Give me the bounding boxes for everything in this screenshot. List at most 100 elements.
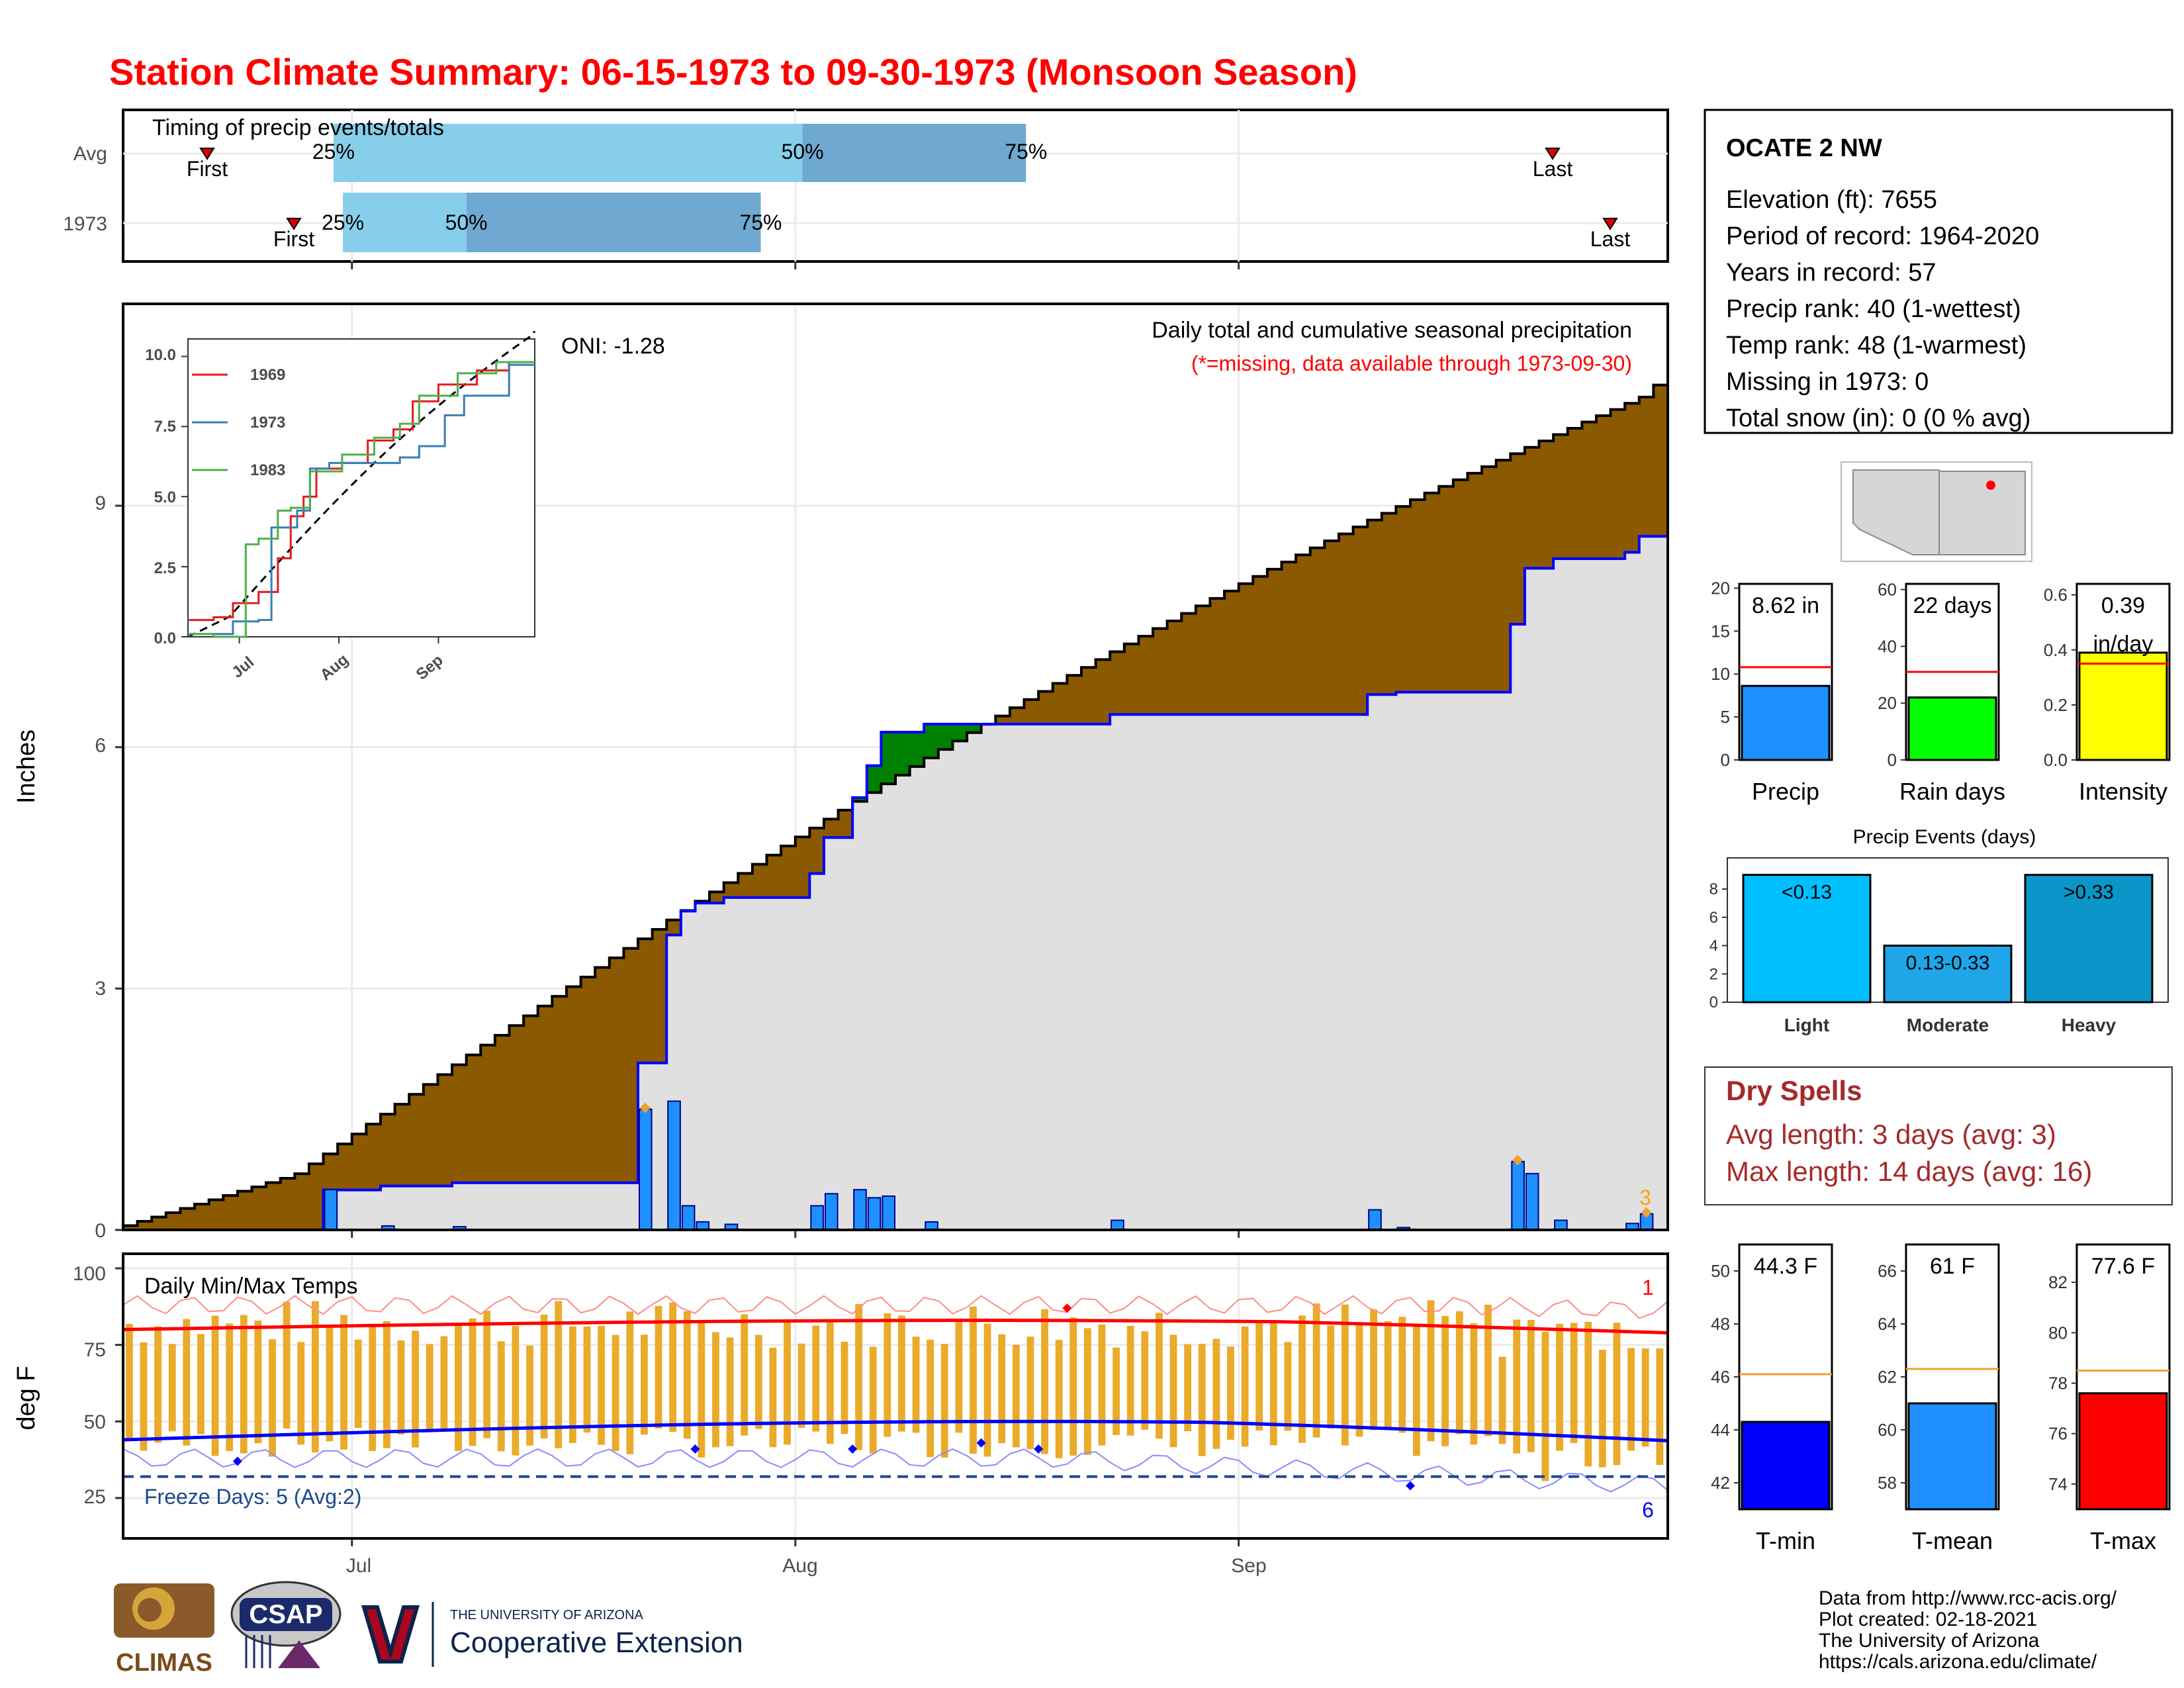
timing-p75-0: 75% [1005,140,1047,164]
csap-lines [245,1635,271,1668]
precip-caption: Daily total and cumulative seasonal prec… [1152,318,1632,343]
station-line-2: Period of record: 1964-2020 [1726,222,2039,250]
precip-diff-69 [1110,651,1125,715]
precip-diff-5 [195,1204,210,1230]
temp-bar-28 [526,1345,533,1446]
precip-gray-97 [1510,624,1525,1230]
precip-diff-15 [338,1144,353,1190]
events-bar-label-0: <0.13 [1782,882,1832,904]
temp-bar-10 [269,1339,276,1457]
timing-p25-1: 25% [322,211,364,234]
temp-bar-30 [555,1301,563,1448]
record-min-marker-1 [690,1444,700,1454]
precip-diff-42 [723,882,739,898]
precip-gray-96 [1496,692,1511,1230]
precip-diff-95 [1482,466,1497,692]
mini-tmean-ticklabel-3: 64 [1878,1314,1897,1334]
precip-gray-105 [1625,552,1640,1230]
temp-bar-95 [1484,1304,1492,1436]
precip-diff-53 [881,731,896,784]
temp-bar-24 [469,1318,477,1446]
precip-diff-88 [1381,513,1396,695]
precip-diff-21 [423,1084,439,1186]
precip-gray-98 [1524,568,1540,1230]
temp-bar-31 [569,1326,576,1443]
temp-bar-50 [841,1342,848,1434]
station-line-1: Elevation (ft): 7655 [1726,186,1937,214]
mini-intensity-bar [2078,651,2168,761]
record-min-marker-3 [976,1438,986,1448]
precip-panel: 0 3 6 9 Inches ONI: -1.28 Daily total an… [13,303,1669,1242]
daily-bar-1973-07-23 [667,1100,681,1231]
precip-diff-81 [1281,562,1297,715]
precip-gray-66 [1067,724,1082,1230]
temp-bar-49 [826,1319,834,1444]
temp-bar-76 [1212,1338,1220,1449]
precip-diff-1 [137,1221,152,1230]
precip-gray-93 [1453,692,1469,1230]
temp-bar-41 [712,1332,719,1448]
timing-p50-0: 50% [781,140,823,164]
inset-ytick-2.5: 2.5 [154,559,176,577]
mini-tmin-ticklabel-3: 48 [1711,1314,1730,1334]
inset-ytick-10: 10.0 [145,346,176,364]
inset-line-1983 [188,361,535,638]
precip-gray-64 [1038,724,1054,1230]
record-min-line [122,1448,1668,1493]
temp-bar-89 [1398,1317,1406,1433]
mini-tmean-bar [1907,1402,1997,1511]
events-bar-label-2: >0.33 [2064,882,2114,904]
temp-bar-3 [168,1344,176,1432]
precip-events-chart: Precip Events (days) 0 2 4 6 8 <0.13 Light 0.13… [1709,826,2169,1035]
temp-bar-16 [354,1339,362,1429]
inset-line-1973 [188,363,535,635]
precip-diff-85 [1338,534,1354,715]
ua-logo: THE UNIVERSITY OF ARIZONA Cooperative Ex… [361,1602,743,1667]
xtick-sep: Sep [1231,1555,1266,1577]
precip-diff-28 [523,1015,539,1183]
timing-first-marker-1 [286,218,302,230]
record-min-marker-4 [1034,1444,1044,1454]
inset-legend: 1969 1973 1983 [192,366,285,479]
precip-diff-103 [1596,415,1612,559]
temp-bar-88 [1384,1321,1392,1429]
timing-last-marker-1 [1602,218,1618,230]
precip-marker-1 [1512,1154,1524,1166]
temp-bar-27 [512,1325,520,1456]
precip-diff-8 [237,1191,253,1230]
temp-bar-77 [1227,1346,1234,1440]
record-max-line [122,1295,1668,1319]
precip-diff-91 [1424,492,1439,692]
temp-marks [122,1295,1668,1493]
mini-raindays-ticklabel-2: 40 [1878,636,1897,656]
precip-diff-86 [1353,527,1368,715]
precip-gray-70 [1124,714,1139,1230]
precip-gray-58 [952,741,968,1230]
precip-gray-31 [566,1182,582,1230]
csap-text: CSAP [249,1600,322,1629]
temp-bar-67 [1083,1328,1091,1455]
timing-bar-q1-0 [333,124,803,182]
precip-diff-73 [1167,620,1182,715]
precip-gray-27 [509,1182,524,1230]
precip-gray-46 [781,897,796,1230]
precip-gray-88 [1381,694,1396,1230]
precip-diff-72 [1153,628,1168,715]
temp-bar-1 [140,1342,148,1451]
temp-bar-66 [1069,1317,1077,1456]
precip-gray-30 [552,1182,567,1230]
temp-bar-22 [440,1336,448,1431]
temp-bar-82 [1298,1315,1306,1443]
temp-bar-7 [226,1323,234,1451]
precip-gray-43 [738,897,753,1230]
mini-tmax-ticklabel-4: 82 [2048,1272,2068,1292]
precip-gray-84 [1324,714,1340,1230]
precip-gray-17 [366,1190,381,1230]
precip-count-label: 3 [1639,1186,1651,1209]
mini-tmin-category: T-min [1756,1527,1815,1554]
mini-intensity-ticklabel-1: 0.2 [2044,695,2068,715]
events-ticklabel-0: 0 [1709,994,1718,1011]
precip-diff-104 [1610,409,1625,559]
events-ticklabel-1: 2 [1709,965,1718,983]
precip-gray-48 [809,873,825,1230]
